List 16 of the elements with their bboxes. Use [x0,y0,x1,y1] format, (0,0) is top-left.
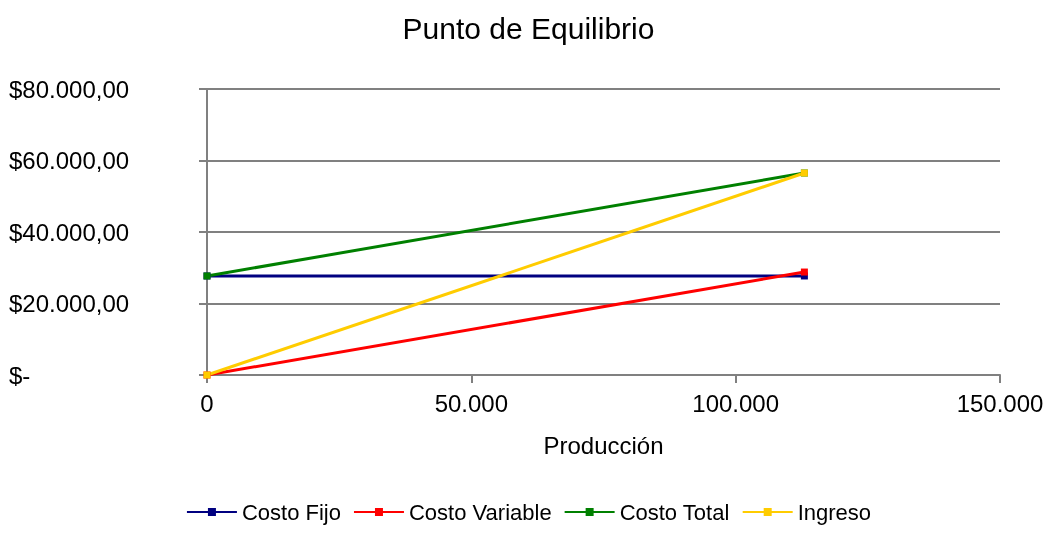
x-tick-label: 100.000 [692,389,780,417]
x-tick-label: 50.000 [434,389,509,417]
y-tick-label: $80.000,00 [9,75,130,103]
x-tick-label: 0 [200,389,214,417]
legend-label: Costo Variable [408,499,552,525]
point [800,268,808,276]
y-tick-label: $40.000,00 [9,218,130,246]
y-tick-label: $60.000,00 [9,147,130,174]
y-tick-label: $- [9,361,31,389]
legend-label: Costo Total [619,499,730,525]
chart-title: Punto de Equilibrio [402,11,655,45]
y-tick-label: $20.000,00 [9,290,130,317]
legend-label: Costo Fijo [241,499,341,525]
legend-label: Ingreso [797,499,872,525]
x-axis-title: Producción [543,431,664,459]
x-tick-label: 150.000 [956,389,1044,417]
